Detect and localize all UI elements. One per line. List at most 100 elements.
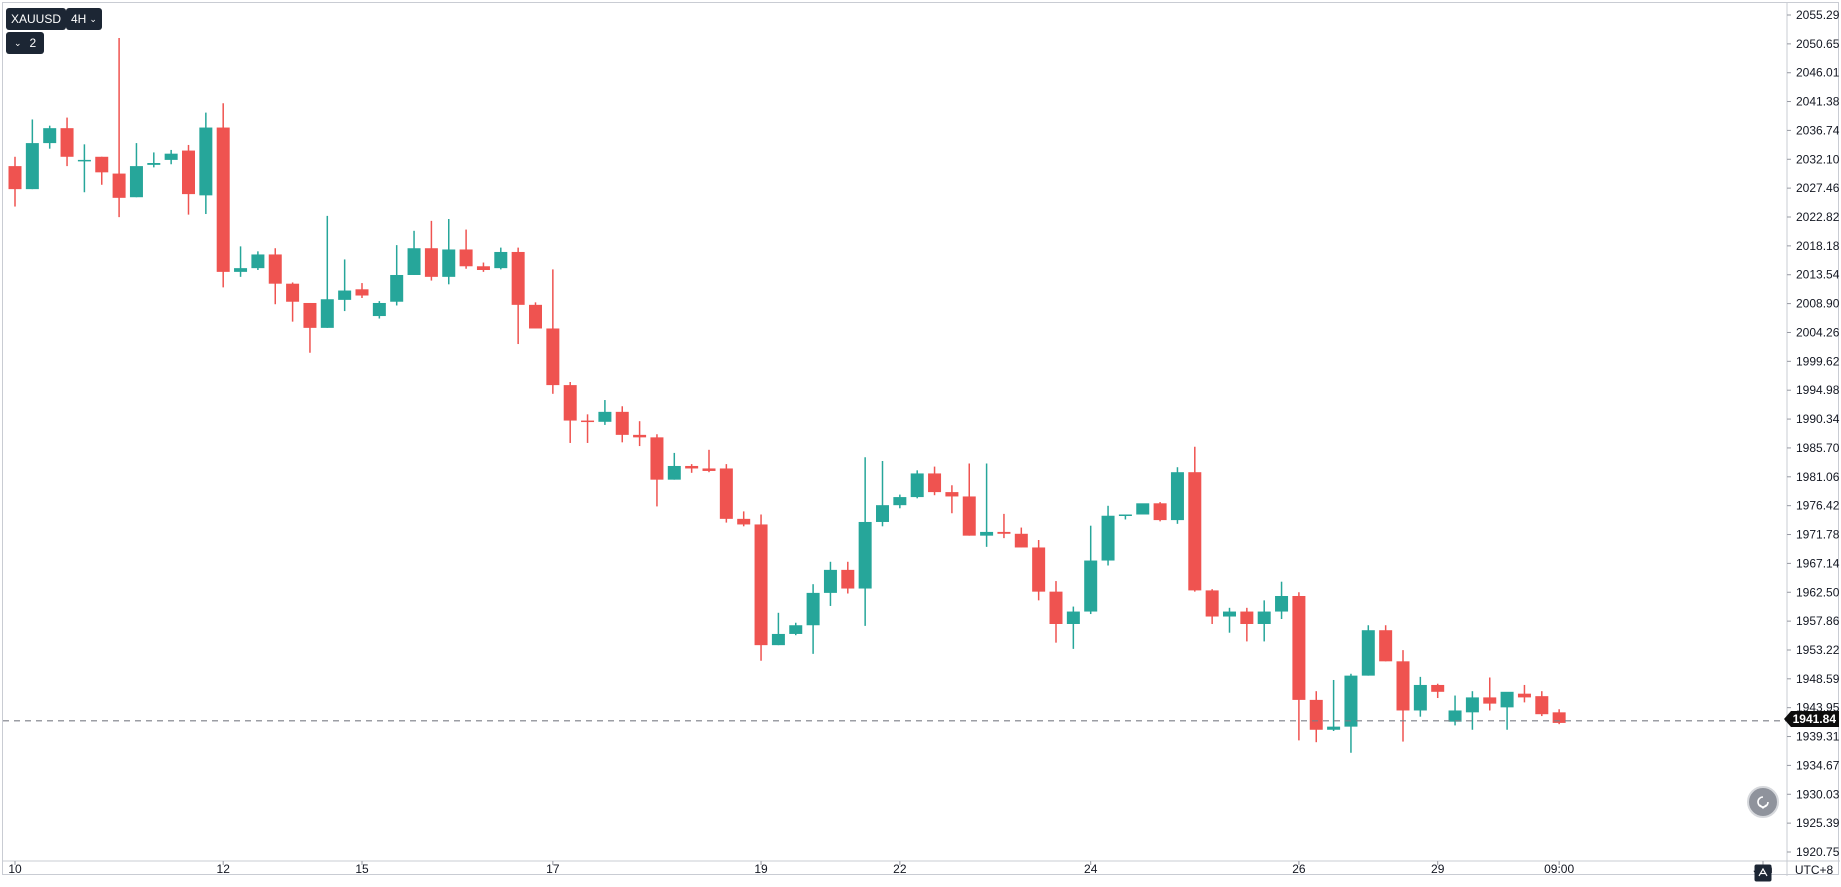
price-tick-label: 2027.46 — [1796, 181, 1840, 195]
price-tick-label: 1953.22 — [1796, 643, 1840, 657]
candle-body — [1552, 712, 1566, 723]
price-tick-label: 1934.67 — [1796, 758, 1840, 772]
scroll-to-realtime-button[interactable] — [1747, 786, 1779, 818]
candle-body — [1084, 560, 1098, 612]
price-tick-label: 1962.50 — [1796, 585, 1840, 599]
candle-body — [928, 473, 942, 493]
price-tick-label: 2013.54 — [1796, 268, 1840, 282]
price-tick-label: 1957.86 — [1796, 614, 1840, 628]
candle-body — [980, 531, 994, 536]
candle-body — [338, 290, 352, 300]
candle-body — [1240, 611, 1254, 624]
price-tick-label: 1976.42 — [1796, 499, 1840, 513]
candle-body — [546, 328, 560, 386]
time-tick-label: 22 — [893, 862, 907, 876]
candle-body — [43, 128, 57, 144]
candle-body — [77, 159, 91, 162]
candle-body — [1014, 533, 1028, 548]
candle-body — [1396, 661, 1410, 711]
candle-body — [1361, 630, 1375, 676]
candle-body — [199, 127, 213, 196]
candlestick-chart[interactable]: 2055.29 2050.65 2046.01 2041.38 2036.74 2032.… — [3, 3, 1840, 876]
chevron-down-icon: ⌄ — [89, 13, 97, 24]
timeframe-selector[interactable]: 4H ⌄ — [66, 8, 102, 30]
price-tick-label: 2036.74 — [1796, 123, 1840, 137]
candle-body — [25, 143, 39, 190]
candle-body — [182, 150, 195, 195]
candle-body — [1049, 591, 1063, 624]
candle-body — [164, 153, 178, 160]
candle-body — [1188, 472, 1202, 591]
price-tick-label: 2022.82 — [1796, 210, 1840, 224]
candle-body — [910, 473, 924, 498]
candle-body — [858, 521, 872, 589]
candle-body — [424, 248, 438, 277]
time-tick-label: 26 — [1292, 862, 1306, 876]
auto-scale-icon — [1754, 864, 1772, 882]
candle-body — [1257, 611, 1271, 624]
candle-body — [581, 420, 595, 423]
candle-body — [1309, 699, 1323, 730]
time-tick-label: 15 — [355, 862, 369, 876]
candle-body — [1101, 515, 1115, 561]
candle-body — [1205, 590, 1219, 617]
candle-body — [789, 625, 803, 634]
candle-body — [95, 156, 109, 173]
candle-body — [1066, 611, 1080, 624]
candle-body — [390, 274, 404, 302]
indicator-count: 2 — [29, 36, 37, 50]
candle-body — [893, 497, 907, 506]
candle-body — [719, 468, 733, 519]
candle-body — [112, 173, 126, 198]
time-tick-label: 09:00 — [1544, 862, 1574, 876]
candle-body — [1170, 472, 1184, 521]
candle-body — [1118, 514, 1132, 516]
price-tick-label: 1925.39 — [1796, 816, 1840, 830]
price-tick-label: 2032.10 — [1796, 152, 1840, 166]
time-tick-label: 10 — [8, 862, 22, 876]
candle-body — [147, 163, 161, 165]
timeframe-label: 4H — [71, 12, 87, 26]
candle-body — [1483, 697, 1497, 704]
candle-body — [962, 496, 976, 536]
candle-body — [1136, 503, 1150, 515]
price-tick-label: 1967.14 — [1796, 556, 1840, 570]
auto-scale-button[interactable] — [1754, 864, 1772, 882]
time-tick-label: 24 — [1084, 862, 1098, 876]
time-tick-label: 29 — [1431, 862, 1445, 876]
time-tick-label: 19 — [754, 862, 768, 876]
symbol-label: XAUUSD — [11, 12, 62, 26]
candle-body — [650, 437, 664, 480]
price-tick-label: 2008.90 — [1796, 297, 1840, 311]
price-tick-label: 1981.06 — [1796, 470, 1840, 484]
candle-body — [702, 468, 716, 471]
time-tick-label: 17 — [546, 862, 560, 876]
candle-body — [1448, 710, 1462, 722]
candle-body — [442, 249, 456, 277]
candle-body — [1344, 675, 1358, 727]
candle-body — [1292, 595, 1306, 700]
candle-body — [945, 492, 959, 497]
candle-body — [320, 299, 334, 328]
price-tick-label: 2018.18 — [1796, 239, 1840, 253]
candle-body — [1032, 547, 1046, 592]
candle-body — [598, 411, 612, 422]
candle-body — [286, 283, 300, 302]
candle-body — [1275, 595, 1289, 612]
candle-body — [1153, 503, 1167, 521]
price-tick-label: 2046.01 — [1796, 66, 1840, 80]
price-tick-label: 1920.75 — [1796, 845, 1840, 859]
candle-body — [1431, 684, 1445, 692]
candle-body — [1517, 693, 1531, 698]
candle-body — [841, 569, 855, 589]
candle-body — [667, 465, 681, 480]
indicators-toggle[interactable]: ⌄ 2 — [6, 32, 45, 54]
symbol-badge[interactable]: XAUUSD — [6, 8, 67, 30]
candle-body — [1535, 696, 1549, 715]
candle-body — [754, 524, 768, 646]
candle-body — [129, 166, 143, 198]
candle-body — [737, 518, 751, 525]
candle-body — [251, 254, 265, 269]
candle-body — [8, 166, 22, 190]
